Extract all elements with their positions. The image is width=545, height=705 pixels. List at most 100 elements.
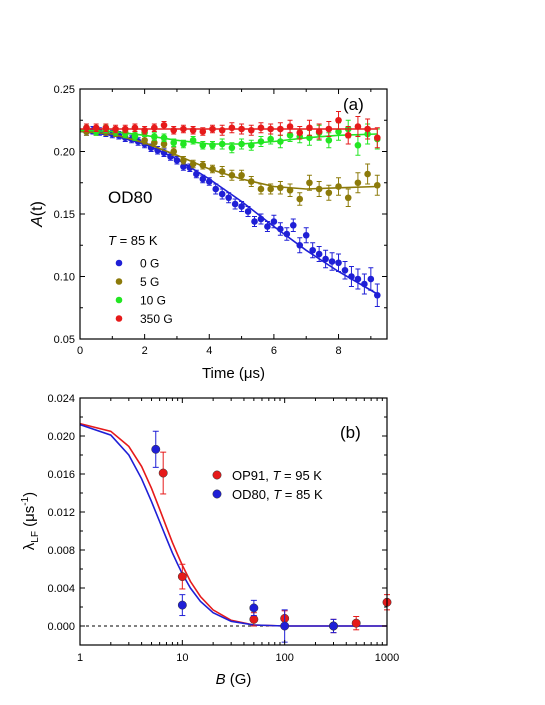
data-point-0-g	[231, 200, 239, 208]
fit-curve-op91	[79, 422, 387, 627]
temperature-symbol: T	[108, 233, 117, 248]
y-tick-label: 0.000	[47, 621, 75, 633]
legend-label-od80: OD80, T = 85 K	[232, 487, 323, 502]
data-point-0-g	[277, 225, 284, 233]
temperature-value: = 85 K	[116, 233, 158, 248]
data-point-0-g	[180, 163, 187, 170]
data-point-0-g	[335, 259, 342, 267]
data-point-10-g	[277, 138, 284, 145]
data-point-5-g	[315, 185, 323, 193]
legend-label-350-g: 350 G	[140, 312, 173, 326]
data-point-10-g	[267, 135, 274, 143]
data-point-5-g	[189, 160, 197, 168]
data-point-0-g	[322, 255, 329, 263]
panel-a-ylabel-main: A	[29, 216, 46, 228]
y-tick-label: 0.020	[47, 431, 75, 443]
panel-b-ylabel: λLF (μs-1)	[20, 492, 41, 550]
x-tick-label: 100	[275, 652, 293, 664]
x-tick-label: 1000	[375, 652, 399, 664]
data-point-5-g	[257, 185, 265, 193]
data-point-5-g	[199, 161, 207, 169]
data-point-350-g	[257, 124, 265, 132]
data-point-od80	[151, 444, 161, 454]
data-point-350-g	[354, 123, 362, 130]
data-point-5-g	[247, 178, 255, 185]
data-point-350-g	[199, 128, 207, 135]
data-point-0-g	[225, 194, 232, 202]
data-point-10-g	[286, 131, 294, 139]
data-point-350-g	[277, 125, 284, 133]
data-point-10-g	[199, 141, 207, 149]
data-point-0-g	[361, 280, 368, 288]
data-point-5-g	[344, 194, 352, 202]
y-tick-label: 0.012	[47, 507, 75, 519]
data-point-10-g	[209, 141, 216, 149]
data-point-5-g	[277, 184, 284, 192]
panel-b-xlabel-unit: (G)	[226, 671, 252, 688]
data-point-5-g	[296, 195, 304, 203]
data-point-0-g	[173, 156, 181, 164]
data-point-350-g	[325, 125, 333, 133]
legend-marker-0-g	[115, 259, 123, 267]
data-point-350-g	[131, 124, 139, 132]
data-point-350-g	[335, 116, 342, 124]
data-point-10-g	[170, 139, 178, 147]
panel-b-ylabel-unit-close: )	[21, 492, 38, 497]
data-point-10-g	[131, 133, 139, 140]
y-tick-label: 0.008	[47, 545, 75, 557]
data-point-op91	[351, 618, 361, 628]
data-point-350-g	[374, 134, 381, 142]
data-point-5-g	[335, 183, 342, 190]
data-point-10-g	[151, 133, 158, 140]
x-tick-label: 0	[77, 345, 83, 357]
x-tick-label: 8	[335, 345, 341, 357]
data-point-10-g	[189, 136, 197, 144]
data-point-350-g	[344, 131, 352, 139]
legend-label-10-g: 10 G	[140, 294, 166, 308]
x-tick-label: 4	[206, 345, 212, 357]
data-point-od80	[280, 621, 290, 631]
data-point-350-g	[141, 126, 148, 134]
data-point-5-g	[354, 179, 362, 187]
data-point-10-g	[218, 140, 226, 148]
data-point-350-g	[160, 121, 168, 129]
data-point-10-g	[180, 140, 187, 148]
panel-b-xlabel: B (G)	[216, 671, 252, 688]
legend-marker-350-g	[115, 315, 123, 322]
data-point-5-g	[364, 170, 371, 178]
data-point-350-g	[151, 124, 158, 132]
data-point-350-g	[170, 126, 178, 134]
y-tick-label: 0.004	[47, 583, 75, 595]
panel-b: 1 10 100 1000 0.000 0.004 0.008 0.012 0.016 0.020…	[20, 393, 399, 688]
data-point-0-g	[199, 175, 207, 183]
data-point-350-g	[286, 123, 294, 130]
data-point-350-g	[238, 125, 245, 133]
data-point-5-g	[180, 156, 187, 164]
data-point-350-g	[315, 128, 323, 135]
data-point-10-g	[325, 136, 333, 144]
data-point-350-g	[218, 126, 226, 134]
panel-a-marks	[79, 111, 381, 307]
data-point-350-g	[247, 126, 255, 134]
data-point-op91	[158, 468, 168, 478]
data-point-10-g	[238, 140, 245, 148]
data-point-5-g	[151, 139, 158, 147]
panel-b-xlabel-main: B	[216, 671, 226, 688]
data-point-5-g	[306, 179, 313, 187]
data-point-0-g	[205, 178, 213, 185]
panel-b-label: (b)	[340, 423, 361, 442]
data-point-0-g	[354, 275, 362, 283]
y-tick-label: 0.024	[47, 393, 75, 405]
data-point-350-g	[112, 125, 119, 133]
panel-a-ylabel: A(t)	[29, 201, 46, 228]
y-tick-label: 0.016	[47, 469, 75, 481]
data-point-350-g	[209, 125, 216, 133]
data-point-0-g	[257, 215, 265, 223]
data-point-0-g	[218, 190, 226, 198]
data-point-10-g	[160, 134, 168, 142]
data-point-0-g	[193, 170, 200, 178]
fit-line-0-g	[79, 130, 378, 295]
legend-label-op91: OP91, T = 95 K	[232, 468, 322, 483]
data-point-350-g	[267, 125, 274, 133]
fit-curve-od80	[79, 423, 387, 627]
